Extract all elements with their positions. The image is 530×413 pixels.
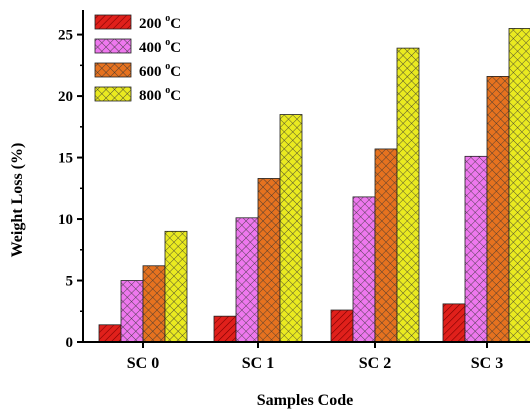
bar xyxy=(120,280,144,343)
bar xyxy=(279,114,303,343)
y-ticks-group: 0 5 10 15 20 25 xyxy=(58,28,83,351)
y-tick-label: 0 xyxy=(66,335,74,351)
y-tick-label: 5 xyxy=(66,274,74,290)
bar xyxy=(486,76,510,343)
x-tick-label: SC 3 xyxy=(471,355,503,372)
legend-label: 200 oC xyxy=(139,13,181,32)
bar xyxy=(374,148,398,343)
legend-label: 600 oC xyxy=(139,61,181,80)
x-ticks-group: SC 0 SC 1 SC 2 SC 3 xyxy=(127,342,503,372)
y-axis-title: Weight Loss (%) xyxy=(9,143,26,258)
bar xyxy=(142,265,166,343)
bar xyxy=(442,303,466,343)
y-tick-label: 10 xyxy=(58,212,73,228)
x-tick-label: SC 0 xyxy=(127,355,159,372)
bar xyxy=(213,315,237,343)
bar xyxy=(257,178,281,343)
bar xyxy=(464,155,488,343)
x-axis-title: Samples Code xyxy=(257,392,353,409)
legend-swatch xyxy=(94,62,132,78)
x-tick-label: SC 2 xyxy=(359,355,391,372)
y-tick-label: 15 xyxy=(58,151,73,167)
y-tick-label: 25 xyxy=(58,28,73,44)
legend-swatch xyxy=(94,38,132,54)
bar xyxy=(164,230,188,343)
legend-label: 800 oC xyxy=(139,85,181,104)
bar xyxy=(508,28,530,343)
bar xyxy=(396,47,420,343)
y-tick-label: 20 xyxy=(58,89,73,105)
legend-label: 400 oC xyxy=(139,37,181,56)
legend-swatch xyxy=(94,86,132,102)
bar xyxy=(330,309,354,343)
bar xyxy=(235,217,259,343)
bar xyxy=(352,196,376,343)
legend: 200 oC 400 oC 600 oC 800 oC xyxy=(94,13,181,104)
legend-swatch xyxy=(94,14,132,30)
x-tick-label: SC 1 xyxy=(242,355,274,372)
bar xyxy=(98,324,122,343)
bars-group xyxy=(98,28,530,343)
